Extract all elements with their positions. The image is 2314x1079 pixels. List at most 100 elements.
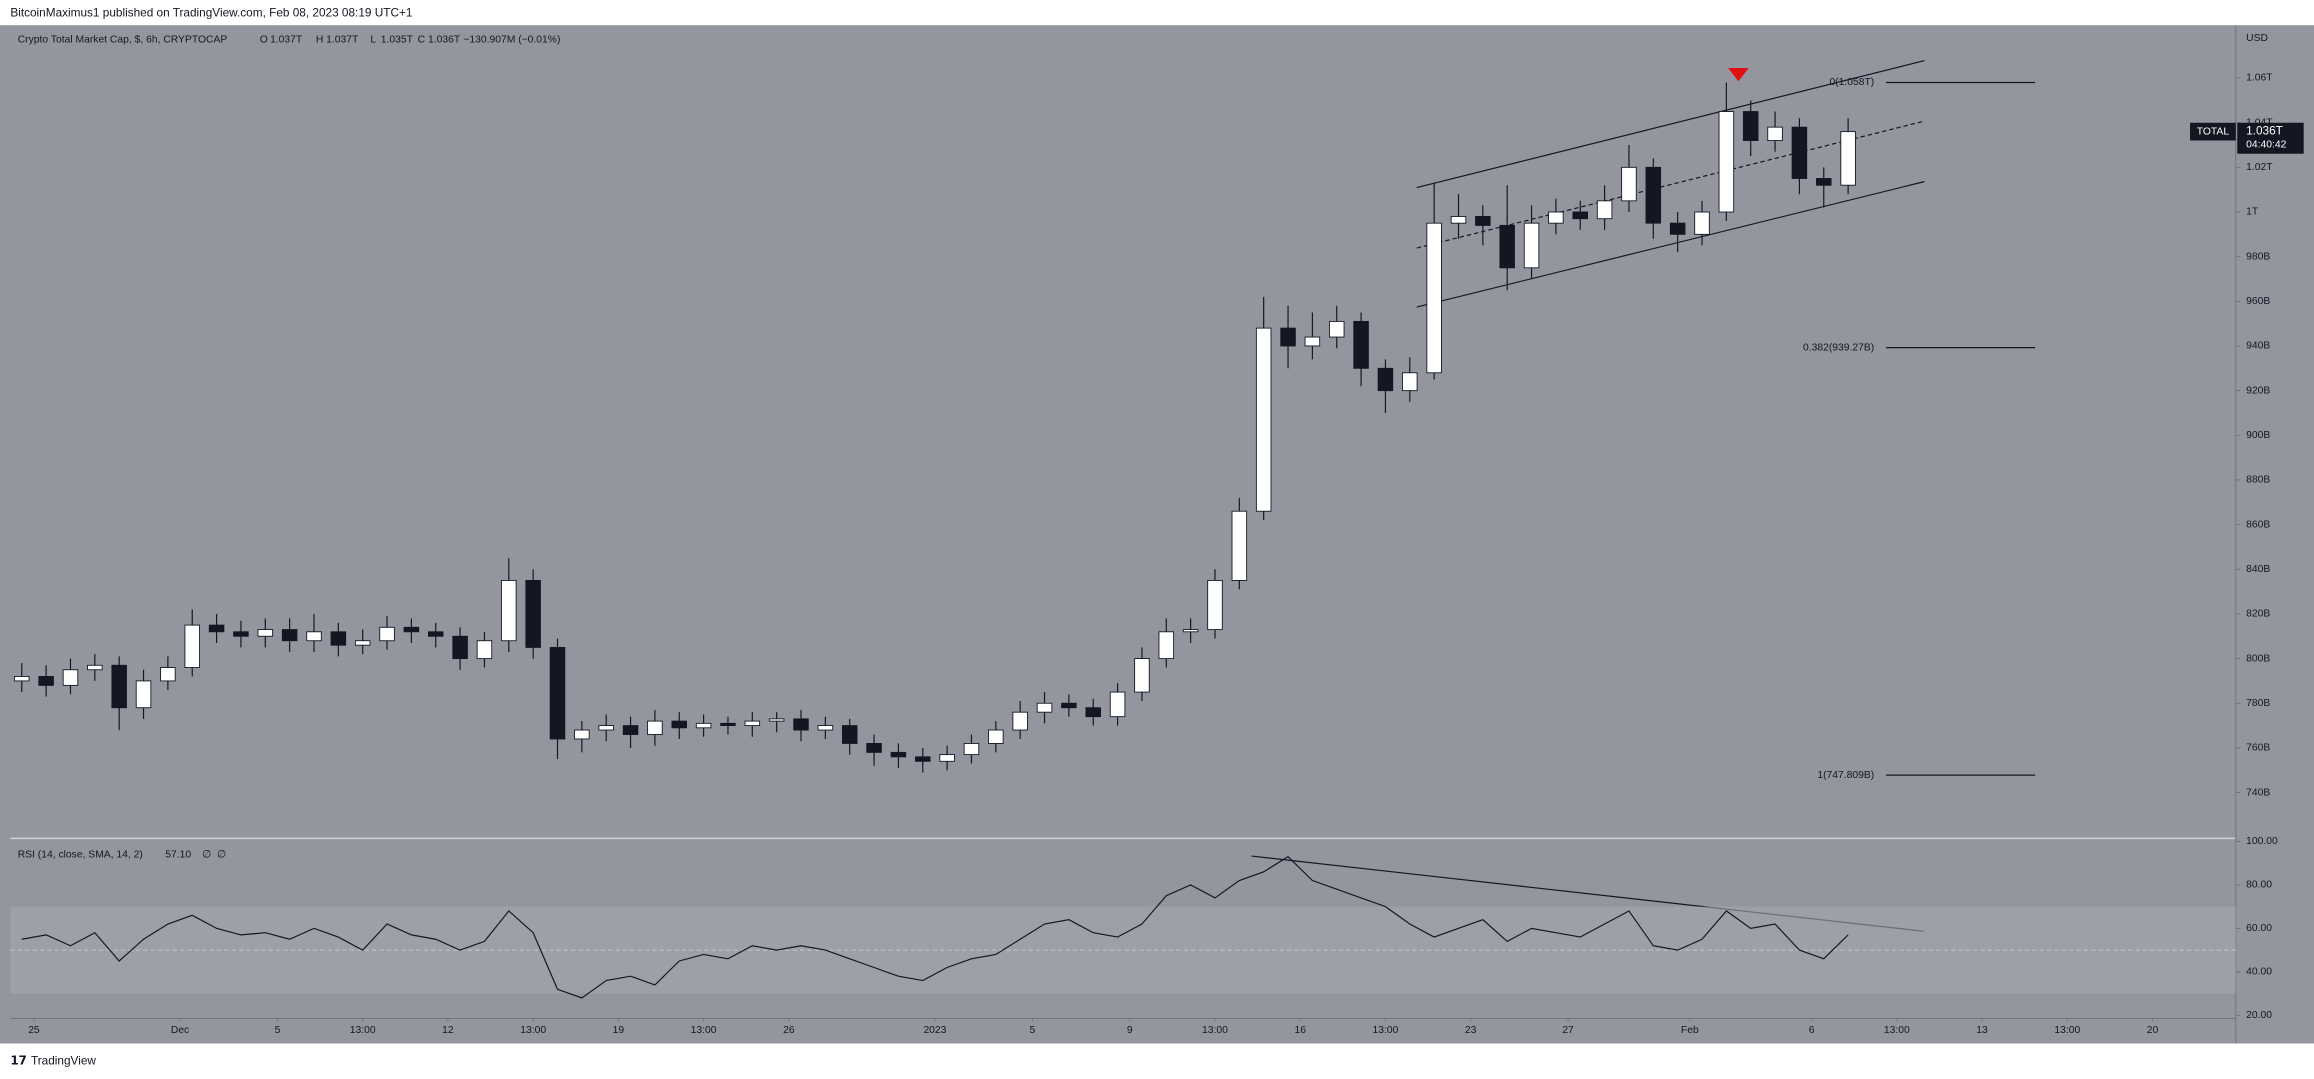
candle-body xyxy=(1475,216,1491,226)
y-tick-label: 920B xyxy=(2246,385,2270,396)
y-tick-label: 1.02T xyxy=(2246,162,2273,173)
candle-body xyxy=(14,676,30,682)
candle-body xyxy=(1450,216,1467,224)
x-tick-label: 26 xyxy=(783,1025,795,1036)
candle-body xyxy=(622,725,639,735)
legend-change: −130.907M (−0.01%) xyxy=(463,35,560,46)
y-tick-label: 820B xyxy=(2246,609,2270,620)
axis-unit: USD xyxy=(2246,33,2268,44)
x-tick-label: 16 xyxy=(1294,1025,1306,1036)
candle-body xyxy=(1718,111,1735,213)
x-tick-label: 13:00 xyxy=(350,1025,376,1036)
x-tick-label: 19 xyxy=(613,1025,625,1036)
candle-body xyxy=(1742,111,1759,141)
footer-logo: 𝟭𝟳 xyxy=(10,1053,26,1067)
y-tick-label: 1.06T xyxy=(2246,73,2273,84)
candle-body xyxy=(306,631,322,642)
channel-lower xyxy=(1416,181,1925,308)
x-tick-label: Dec xyxy=(171,1025,189,1036)
y-tick-label: 960B xyxy=(2246,296,2270,307)
candle-body xyxy=(354,640,371,646)
candle-body xyxy=(1231,510,1248,581)
candle-body xyxy=(1548,211,1564,224)
y-tick-label: 740B xyxy=(2246,787,2270,798)
rsi-last: 57.10 xyxy=(165,849,191,860)
x-tick-label: 13:00 xyxy=(1884,1025,1910,1036)
candle-body xyxy=(1304,336,1321,347)
x-tick-label: Feb xyxy=(1681,1025,1699,1036)
candle-body xyxy=(720,722,736,727)
fib-label: 0(1.058T) xyxy=(1829,77,1874,88)
x-tick-label: 20 xyxy=(2147,1025,2159,1036)
footer-brand: TradingView xyxy=(31,1053,96,1067)
candle-body xyxy=(427,631,444,637)
candle-body xyxy=(549,646,566,740)
candle-body xyxy=(744,720,761,727)
legend-letter: L xyxy=(370,35,376,46)
candle-body xyxy=(1499,224,1515,269)
x-tick-label: 27 xyxy=(1562,1025,1574,1036)
candle-body xyxy=(866,743,882,753)
candle-body xyxy=(87,664,103,671)
legend-value: 1.036T xyxy=(428,35,461,46)
candle-body xyxy=(695,722,712,729)
rsi-tick-label: 40.00 xyxy=(2246,967,2272,978)
candle-body xyxy=(135,680,152,709)
candle-body xyxy=(817,725,834,731)
candle-body xyxy=(330,631,347,646)
x-tick-label: 25 xyxy=(28,1025,40,1036)
legend-value: 1.037T xyxy=(326,35,359,46)
x-tick-label: 9 xyxy=(1127,1025,1133,1036)
candle-body xyxy=(184,624,200,668)
candle-body xyxy=(1377,367,1394,392)
candle-body xyxy=(1767,126,1783,141)
legend-value: 1.037T xyxy=(270,35,303,46)
candle-body xyxy=(963,743,980,756)
candle-body xyxy=(915,756,931,762)
y-tick-label: 780B xyxy=(2246,698,2270,709)
y-tick-label: 940B xyxy=(2246,341,2270,352)
candle-body xyxy=(1036,702,1053,713)
channel-upper xyxy=(1416,60,1925,189)
rsi-tick-label: 60.00 xyxy=(2246,923,2272,934)
candle-body xyxy=(1182,629,1199,633)
candle-body xyxy=(841,725,858,744)
top-marker xyxy=(1728,67,1749,82)
y-tick-label: 980B xyxy=(2246,251,2270,262)
candle-body xyxy=(1426,222,1442,374)
candle-body xyxy=(1402,372,1418,392)
candle-body xyxy=(476,640,493,660)
candle-body xyxy=(1523,222,1540,269)
x-tick-label: 6 xyxy=(1809,1025,1815,1036)
candle-body xyxy=(403,626,420,633)
x-tick-label: 2023 xyxy=(923,1025,946,1036)
candle-body xyxy=(257,629,274,637)
x-tick-label: 13:00 xyxy=(1202,1025,1228,1036)
candle-body xyxy=(647,720,663,735)
candle-body xyxy=(1645,166,1662,224)
rsi-line xyxy=(21,855,1849,999)
candle-body xyxy=(1669,222,1686,235)
legend-letter: C xyxy=(418,35,426,46)
rsi-tick-label: 20.00 xyxy=(2246,1010,2272,1021)
candle-body xyxy=(768,718,785,722)
publisher: BitcoinMaximus1 published on TradingView… xyxy=(10,5,412,19)
candle-body xyxy=(208,624,225,633)
candle-body xyxy=(160,667,176,682)
candle-body xyxy=(1572,211,1588,220)
candle-body xyxy=(452,635,468,660)
candle-body xyxy=(379,626,395,642)
legend-title: Crypto Total Market Cap, $, 6h, CRYPTOCA… xyxy=(18,35,228,46)
x-tick-label: 5 xyxy=(275,1025,281,1036)
candle-body xyxy=(890,751,907,758)
candle-body xyxy=(501,579,517,642)
candle-body xyxy=(1109,691,1126,718)
price-tag: 1.036T xyxy=(2246,124,2283,138)
rsi-tick-label: 80.00 xyxy=(2246,880,2272,891)
fib-label: 1(747.809B) xyxy=(1817,770,1874,781)
candle-body xyxy=(1840,131,1856,186)
y-tick-label: 1T xyxy=(2246,207,2259,218)
candle-body xyxy=(1207,579,1223,631)
chart-bg xyxy=(0,25,2314,1044)
